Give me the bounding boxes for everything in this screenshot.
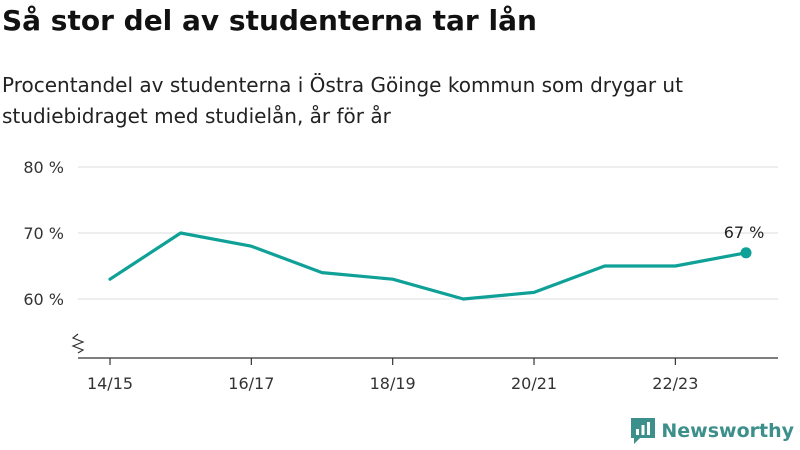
y-tick-label: 80 %	[23, 158, 64, 177]
y-tick-label: 60 %	[23, 290, 64, 309]
x-tick-label: 22/23	[652, 374, 698, 393]
newsworthy-logo: Newsworthy	[631, 418, 794, 444]
x-tick-label: 20/21	[511, 374, 557, 393]
x-tick-label: 14/15	[87, 374, 133, 393]
axis-break-icon	[71, 333, 85, 354]
newsworthy-logo-icon	[631, 418, 656, 444]
end-value-label: 67 %	[724, 223, 765, 242]
y-tick-label: 70 %	[23, 224, 64, 243]
x-tick-label: 16/17	[228, 374, 274, 393]
newsworthy-logo-text: Newsworthy	[661, 420, 794, 442]
x-tick-label: 18/19	[370, 374, 416, 393]
chart-subtitle: Procentandel av studenterna i Östra Göin…	[2, 73, 683, 128]
chart-title: Så stor del av studenterna tar lån	[2, 4, 537, 37]
end-point-marker	[740, 247, 752, 259]
series-line	[108, 231, 748, 301]
